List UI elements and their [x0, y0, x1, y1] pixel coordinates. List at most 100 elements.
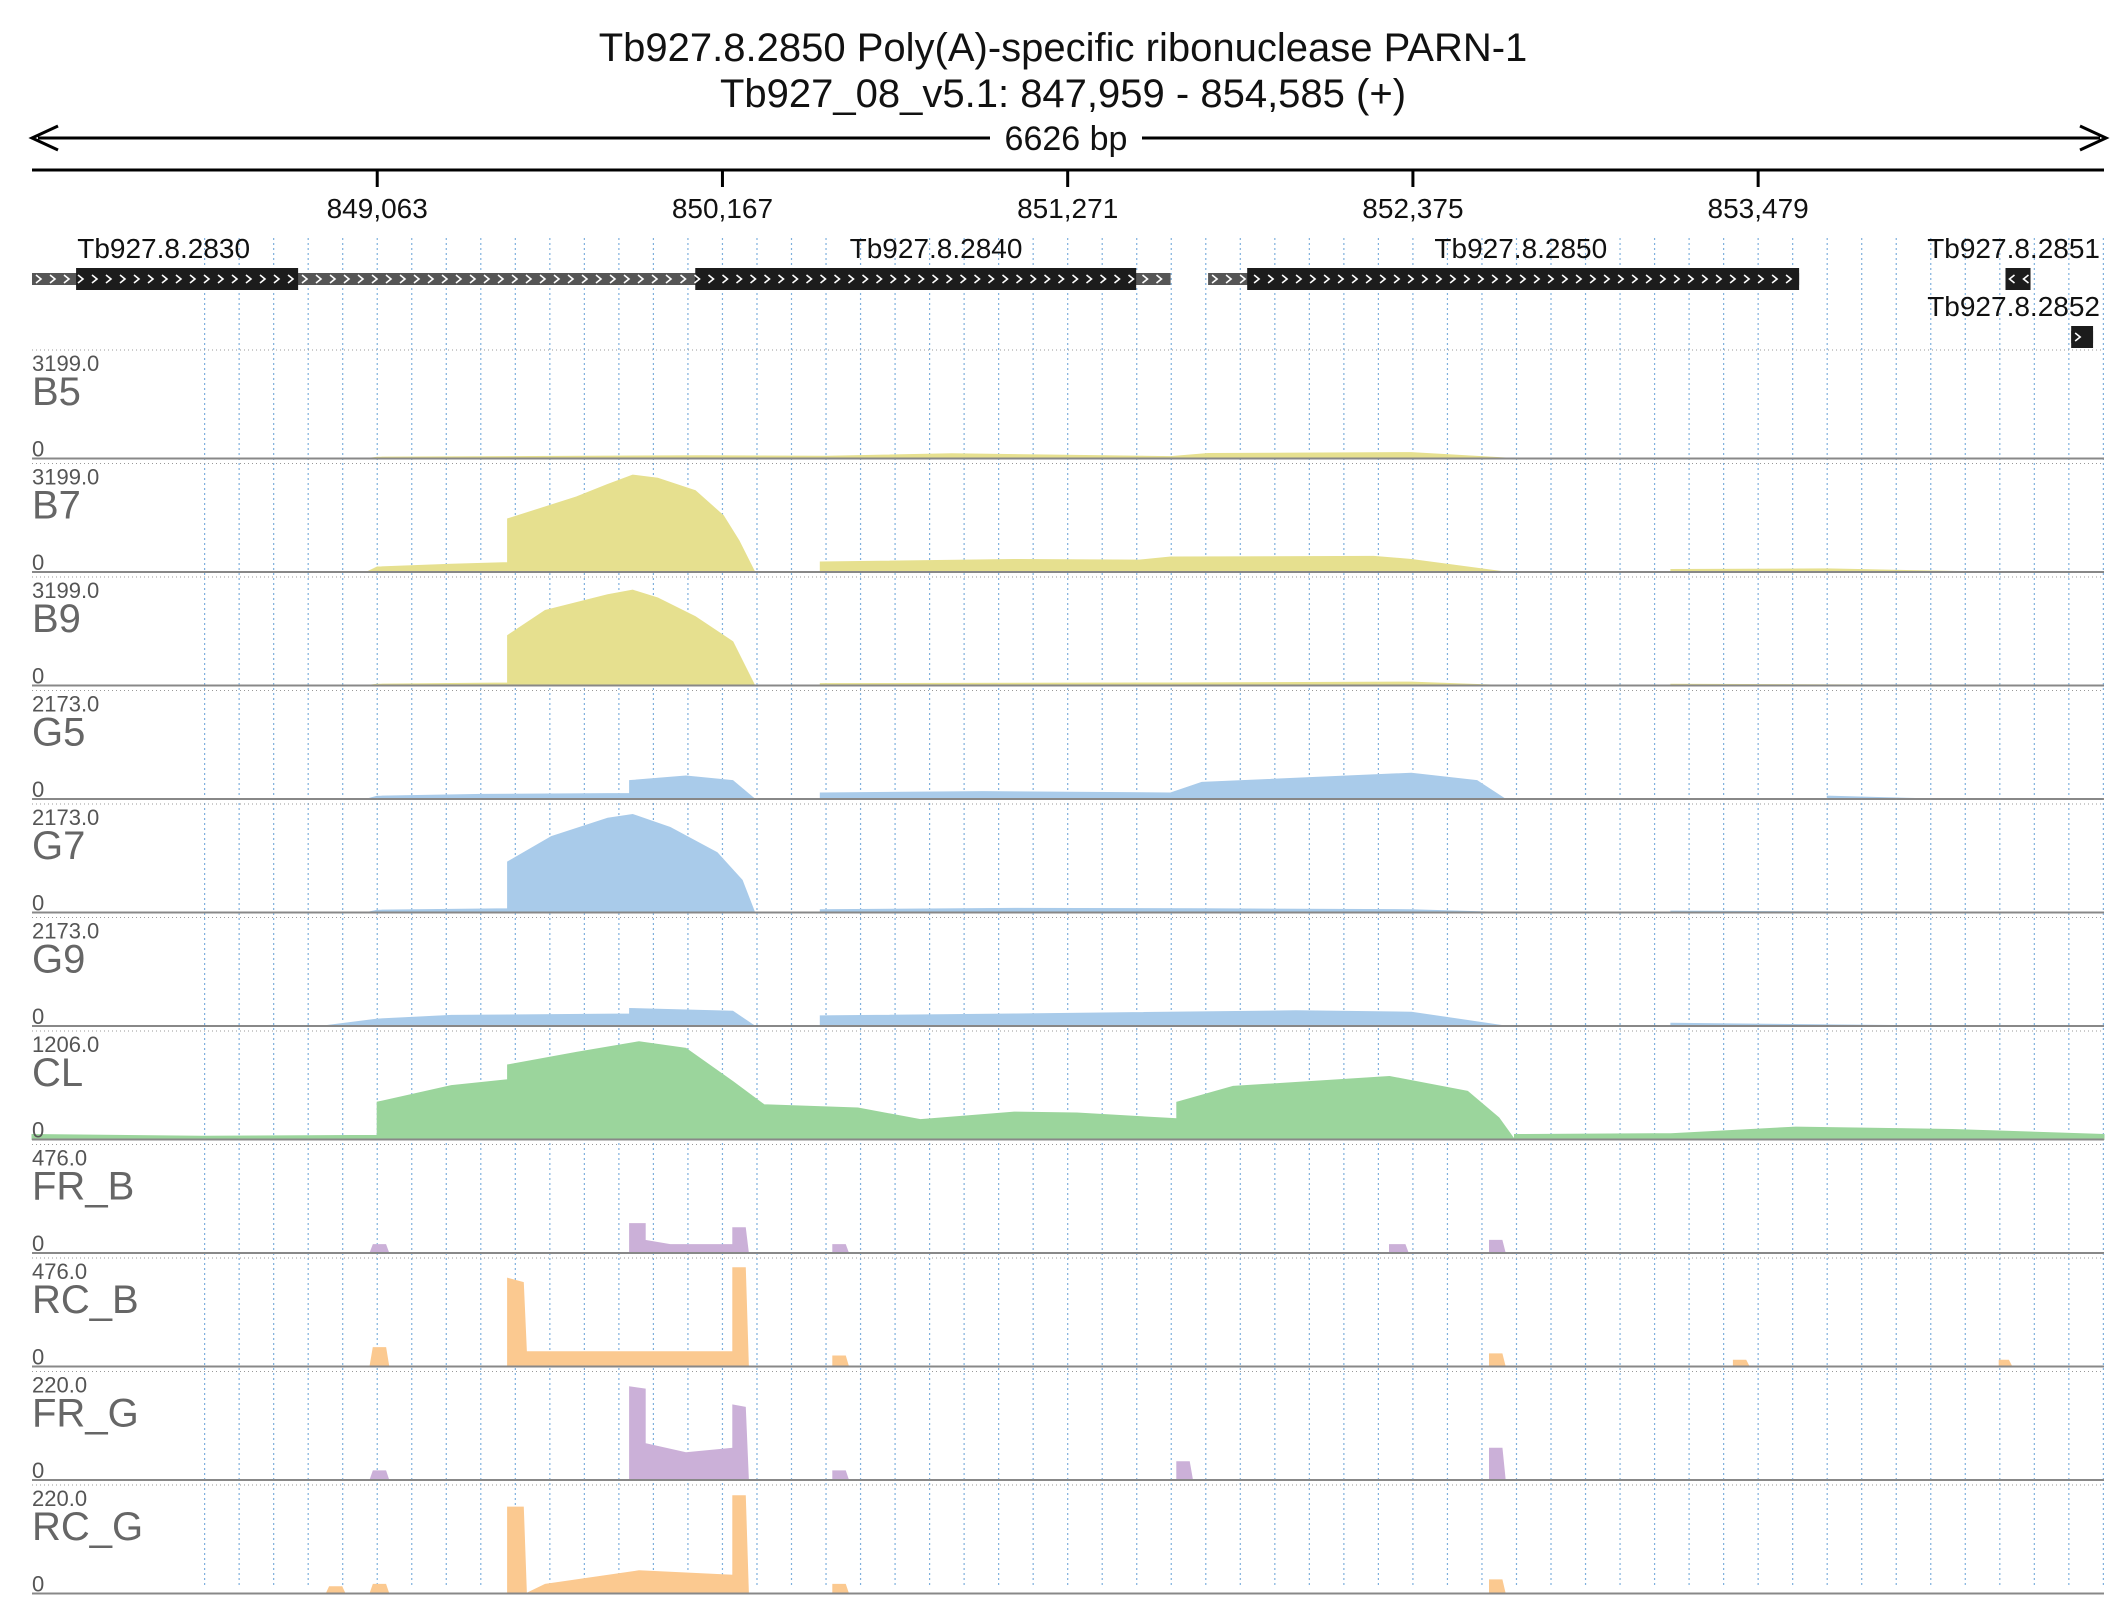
strand-forward-icon — [1253, 274, 1261, 284]
strand-forward-icon — [567, 274, 575, 284]
strand-forward-icon — [301, 274, 309, 284]
genomic-location: Tb927_08_v5.1: 847,959 - 854,585 (+) — [719, 72, 1407, 116]
strand-forward-icon — [917, 274, 925, 284]
strand-forward-icon — [1491, 274, 1499, 284]
track-b5: 3199.0B5 0 — [32, 349, 2104, 462]
track-min-label: 0 — [32, 1572, 44, 1597]
strand-forward-icon — [1323, 274, 1331, 284]
strand-forward-icon — [735, 274, 743, 284]
strand-forward-icon — [1603, 274, 1611, 284]
strand-forward-icon — [609, 274, 617, 284]
coverage-area — [369, 1267, 2013, 1367]
strand-forward-icon — [805, 274, 813, 284]
strand-forward-icon — [105, 274, 113, 284]
strand-forward-icon — [1659, 274, 1667, 284]
strand-forward-icon — [287, 274, 295, 284]
strand-reverse-icon — [2008, 274, 2015, 284]
strand-forward-icon — [1127, 274, 1135, 284]
gene-cds-box — [2071, 326, 2094, 348]
gene-tb927-8-2851[interactable]: Tb927.8.2851 — [1927, 233, 2100, 290]
strand-forward-icon — [1407, 274, 1415, 284]
gene-tb927-8-2840[interactable]: Tb927.8.2840 — [676, 233, 1171, 290]
strand-forward-icon — [623, 274, 631, 284]
coverage-area — [366, 813, 1937, 913]
strand-forward-icon — [833, 274, 841, 284]
track-name-label: G7 — [32, 824, 85, 868]
axis-tick-label: 852,375 — [1362, 193, 1463, 224]
track-cl: 1206.0CL 0 — [31, 1030, 2105, 1143]
strand-forward-icon — [203, 274, 211, 284]
strand-reverse-icon — [2022, 274, 2029, 284]
strand-forward-icon — [1057, 274, 1065, 284]
span-ruler: 6626 bp — [28, 120, 2110, 158]
strand-forward-icon — [1631, 274, 1639, 284]
right-arrowhead-icon — [2079, 124, 2110, 152]
track-max-label: 476.0 — [32, 1146, 87, 1171]
strand-forward-icon — [1785, 274, 1793, 284]
gene-cds-box — [1247, 268, 1800, 290]
gene-tb927-8-2852[interactable]: Tb927.8.2852 — [1927, 291, 2100, 348]
strand-forward-icon — [469, 274, 477, 284]
strand-forward-icon — [189, 274, 197, 284]
coverage-area — [369, 1386, 1506, 1481]
strand-forward-icon — [245, 274, 253, 284]
track-min-label: 0 — [32, 1458, 44, 1483]
strand-forward-icon — [161, 274, 169, 284]
track-max-label: 2173.0 — [32, 919, 99, 944]
strand-forward-icon — [1589, 274, 1597, 284]
strand-forward-icon — [497, 274, 505, 284]
track-min-label: 0 — [32, 777, 44, 802]
strand-forward-icon — [973, 274, 981, 284]
track-max-label: 220.0 — [32, 1373, 87, 1398]
gene-label: Tb927.8.2840 — [850, 233, 1023, 264]
gene-tb927-8-2850[interactable]: Tb927.8.2850 — [1208, 233, 1800, 290]
strand-forward-icon — [987, 274, 995, 284]
strand-forward-icon — [1267, 274, 1275, 284]
track-max-label: 1206.0 — [32, 1032, 99, 1057]
gene-label: Tb927.8.2851 — [1927, 233, 2100, 264]
strand-forward-icon — [903, 274, 911, 284]
strand-forward-icon — [875, 274, 883, 284]
strand-forward-icon — [329, 274, 337, 284]
strand-forward-icon — [483, 274, 491, 284]
track-max-label: 220.0 — [32, 1486, 87, 1511]
gene-tb927-8-2830[interactable]: Tb927.8.2830 — [32, 233, 711, 290]
gene-label: Tb927.8.2830 — [77, 233, 250, 264]
gene-label: Tb927.8.2850 — [1434, 233, 1607, 264]
strand-forward-icon — [847, 274, 855, 284]
strand-forward-icon — [1519, 274, 1527, 284]
strand-forward-icon — [77, 274, 85, 284]
strand-forward-icon — [259, 274, 267, 284]
strand-forward-icon — [427, 274, 435, 284]
strand-forward-icon — [63, 274, 71, 284]
strand-forward-icon — [1743, 274, 1751, 284]
strand-forward-icon — [119, 274, 127, 284]
coverage-area — [366, 474, 1984, 573]
strand-forward-icon — [1351, 274, 1359, 284]
strand-forward-icon — [2074, 332, 2082, 342]
track-max-label: 2173.0 — [32, 805, 99, 830]
strand-forward-icon — [343, 274, 351, 284]
track-max-label: 476.0 — [32, 1259, 87, 1284]
strand-forward-icon — [861, 274, 869, 284]
strand-forward-icon — [413, 274, 421, 284]
strand-forward-icon — [1477, 274, 1485, 284]
strand-forward-icon — [595, 274, 603, 284]
strand-forward-icon — [49, 274, 57, 284]
track-name-label: B9 — [32, 597, 81, 641]
track-min-label: 0 — [32, 1345, 44, 1370]
strand-forward-icon — [371, 274, 379, 284]
strand-forward-icon — [889, 274, 897, 284]
strand-forward-icon — [357, 274, 365, 284]
strand-forward-icon — [1141, 274, 1149, 284]
track-name-label: G9 — [32, 938, 85, 982]
strand-forward-icon — [1617, 274, 1625, 284]
strand-forward-icon — [1379, 274, 1387, 284]
track-max-label: 3199.0 — [32, 578, 99, 603]
strand-forward-icon — [1757, 274, 1765, 284]
strand-forward-icon — [1071, 274, 1079, 284]
strand-forward-icon — [133, 274, 141, 284]
coverage-area — [366, 772, 1937, 800]
